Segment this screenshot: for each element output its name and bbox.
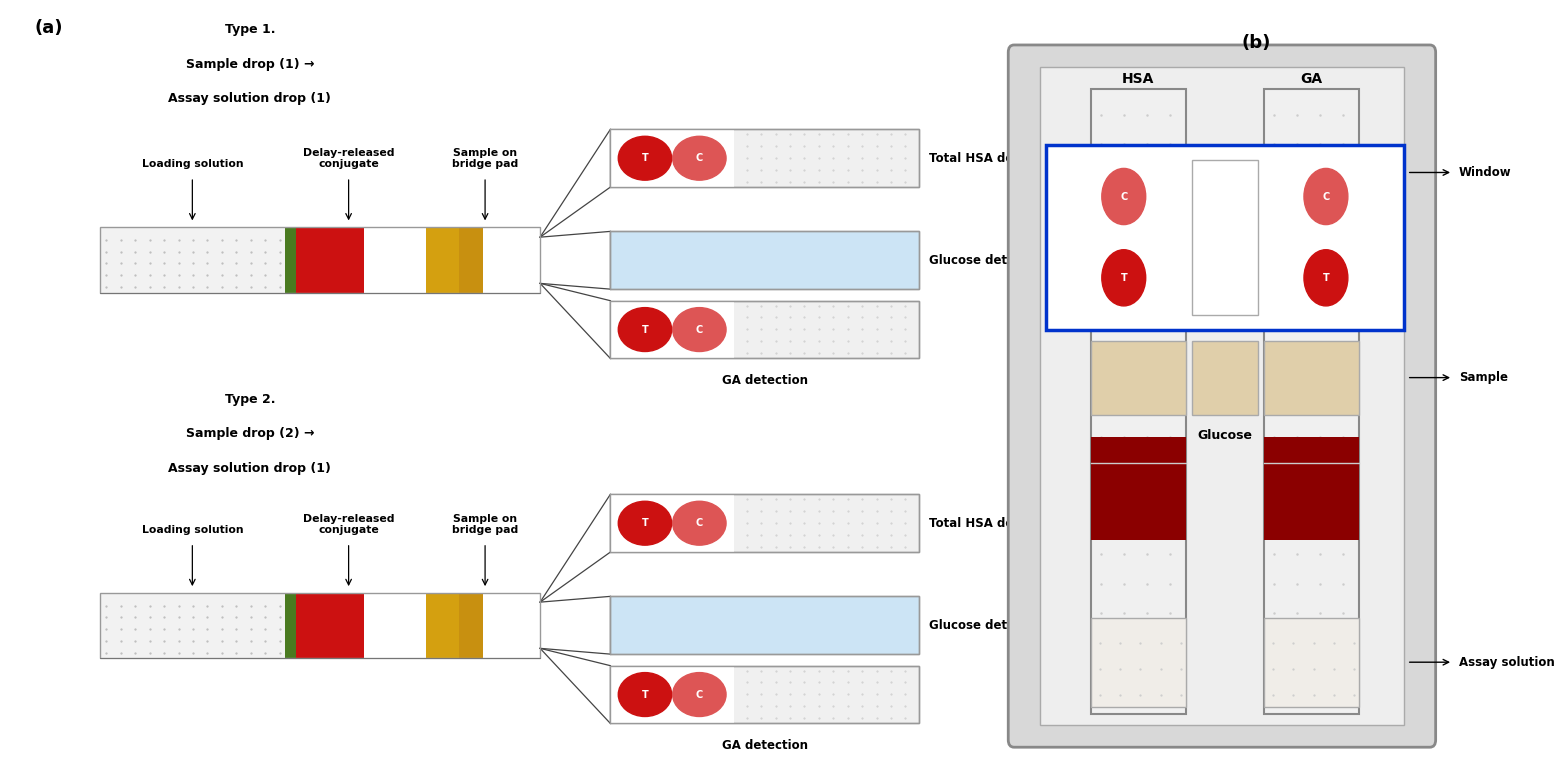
- Text: C: C: [1322, 192, 1330, 202]
- Text: Type 1.: Type 1.: [225, 23, 275, 36]
- Bar: [100, 593, 540, 658]
- Bar: [364, 593, 426, 658]
- Bar: [610, 231, 919, 289]
- Text: T: T: [1322, 273, 1330, 283]
- Text: T: T: [642, 690, 648, 699]
- Text: (b): (b): [1243, 34, 1271, 52]
- Bar: [1191, 159, 1258, 315]
- Text: T: T: [642, 325, 648, 334]
- Text: Total HSA detection: Total HSA detection: [929, 152, 1060, 165]
- Bar: [1264, 340, 1360, 414]
- Text: Sample drop (1) →: Sample drop (1) →: [186, 58, 314, 71]
- Circle shape: [1303, 249, 1347, 306]
- Bar: [1264, 437, 1360, 541]
- Text: C: C: [1357, 190, 1366, 203]
- Circle shape: [673, 673, 726, 716]
- Bar: [1264, 618, 1360, 707]
- Text: Delay-released
conjugate: Delay-released conjugate: [303, 148, 395, 169]
- Bar: [100, 593, 284, 658]
- Bar: [610, 300, 734, 358]
- Bar: [1040, 67, 1403, 725]
- Circle shape: [618, 307, 671, 351]
- Bar: [459, 227, 482, 293]
- Bar: [364, 227, 426, 293]
- Bar: [100, 227, 540, 293]
- Text: C: C: [1121, 192, 1127, 202]
- Text: Type 2.: Type 2.: [225, 393, 275, 406]
- Text: Assay solution drop (1): Assay solution drop (1): [169, 462, 331, 475]
- Text: Sample on
bridge pad: Sample on bridge pad: [453, 514, 518, 535]
- Bar: [610, 129, 919, 187]
- Bar: [610, 596, 919, 654]
- Text: Glucose: Glucose: [1197, 430, 1252, 442]
- Text: Loading solution: Loading solution: [142, 525, 244, 535]
- Bar: [610, 665, 919, 724]
- Bar: [610, 665, 734, 724]
- Bar: [284, 593, 295, 658]
- Text: (a): (a): [34, 19, 62, 37]
- Text: C: C: [696, 690, 702, 699]
- Bar: [610, 494, 919, 552]
- Bar: [610, 129, 919, 187]
- Bar: [610, 494, 734, 552]
- Text: C: C: [696, 325, 702, 334]
- Text: C: C: [1085, 190, 1094, 203]
- Circle shape: [618, 673, 671, 716]
- Text: C: C: [696, 518, 702, 528]
- Circle shape: [673, 136, 726, 180]
- Text: T: T: [1085, 271, 1093, 284]
- Text: Loading solution: Loading solution: [142, 159, 244, 169]
- Circle shape: [1102, 249, 1146, 306]
- Bar: [610, 300, 919, 358]
- Bar: [610, 129, 734, 187]
- Bar: [1091, 437, 1186, 541]
- Text: GA: GA: [1300, 72, 1322, 85]
- Text: Sample drop (2) →: Sample drop (2) →: [186, 427, 314, 440]
- Text: Sample on
bridge pad: Sample on bridge pad: [453, 148, 518, 169]
- Bar: [295, 593, 364, 658]
- Circle shape: [1102, 169, 1146, 225]
- Bar: [426, 227, 459, 293]
- Text: Window: Window: [1458, 166, 1511, 179]
- Circle shape: [618, 501, 671, 545]
- Text: Sample: Sample: [1458, 371, 1508, 384]
- Bar: [1091, 89, 1186, 714]
- Bar: [1046, 145, 1403, 330]
- Bar: [610, 231, 919, 289]
- Bar: [610, 596, 919, 654]
- Text: Total HSA detection: Total HSA detection: [929, 517, 1060, 530]
- Bar: [610, 300, 919, 358]
- Text: T: T: [1121, 273, 1127, 283]
- Bar: [1091, 340, 1186, 414]
- Text: C: C: [696, 153, 702, 163]
- Text: Delay-released
conjugate: Delay-released conjugate: [303, 514, 395, 535]
- Text: T: T: [642, 153, 648, 163]
- Text: Glucose detection: Glucose detection: [929, 254, 1047, 266]
- Bar: [426, 593, 459, 658]
- FancyBboxPatch shape: [1008, 45, 1436, 747]
- Circle shape: [1303, 169, 1347, 225]
- Bar: [610, 494, 919, 552]
- Bar: [100, 227, 284, 293]
- Bar: [459, 593, 482, 658]
- Text: Assay solution: Assay solution: [1458, 656, 1555, 668]
- Text: GA detection: GA detection: [721, 373, 809, 387]
- Text: T: T: [642, 518, 648, 528]
- Bar: [1264, 89, 1360, 714]
- Text: Assay solution drop (1): Assay solution drop (1): [169, 92, 331, 105]
- Text: T: T: [1357, 271, 1364, 284]
- Bar: [295, 227, 364, 293]
- Circle shape: [618, 136, 671, 180]
- Text: HSA: HSA: [1122, 72, 1155, 85]
- Circle shape: [673, 307, 726, 351]
- Text: GA detection: GA detection: [721, 739, 809, 752]
- Bar: [284, 227, 295, 293]
- Text: Glucose detection: Glucose detection: [929, 619, 1047, 631]
- Circle shape: [673, 501, 726, 545]
- Bar: [1191, 340, 1258, 414]
- Bar: [1091, 618, 1186, 707]
- Bar: [610, 665, 919, 724]
